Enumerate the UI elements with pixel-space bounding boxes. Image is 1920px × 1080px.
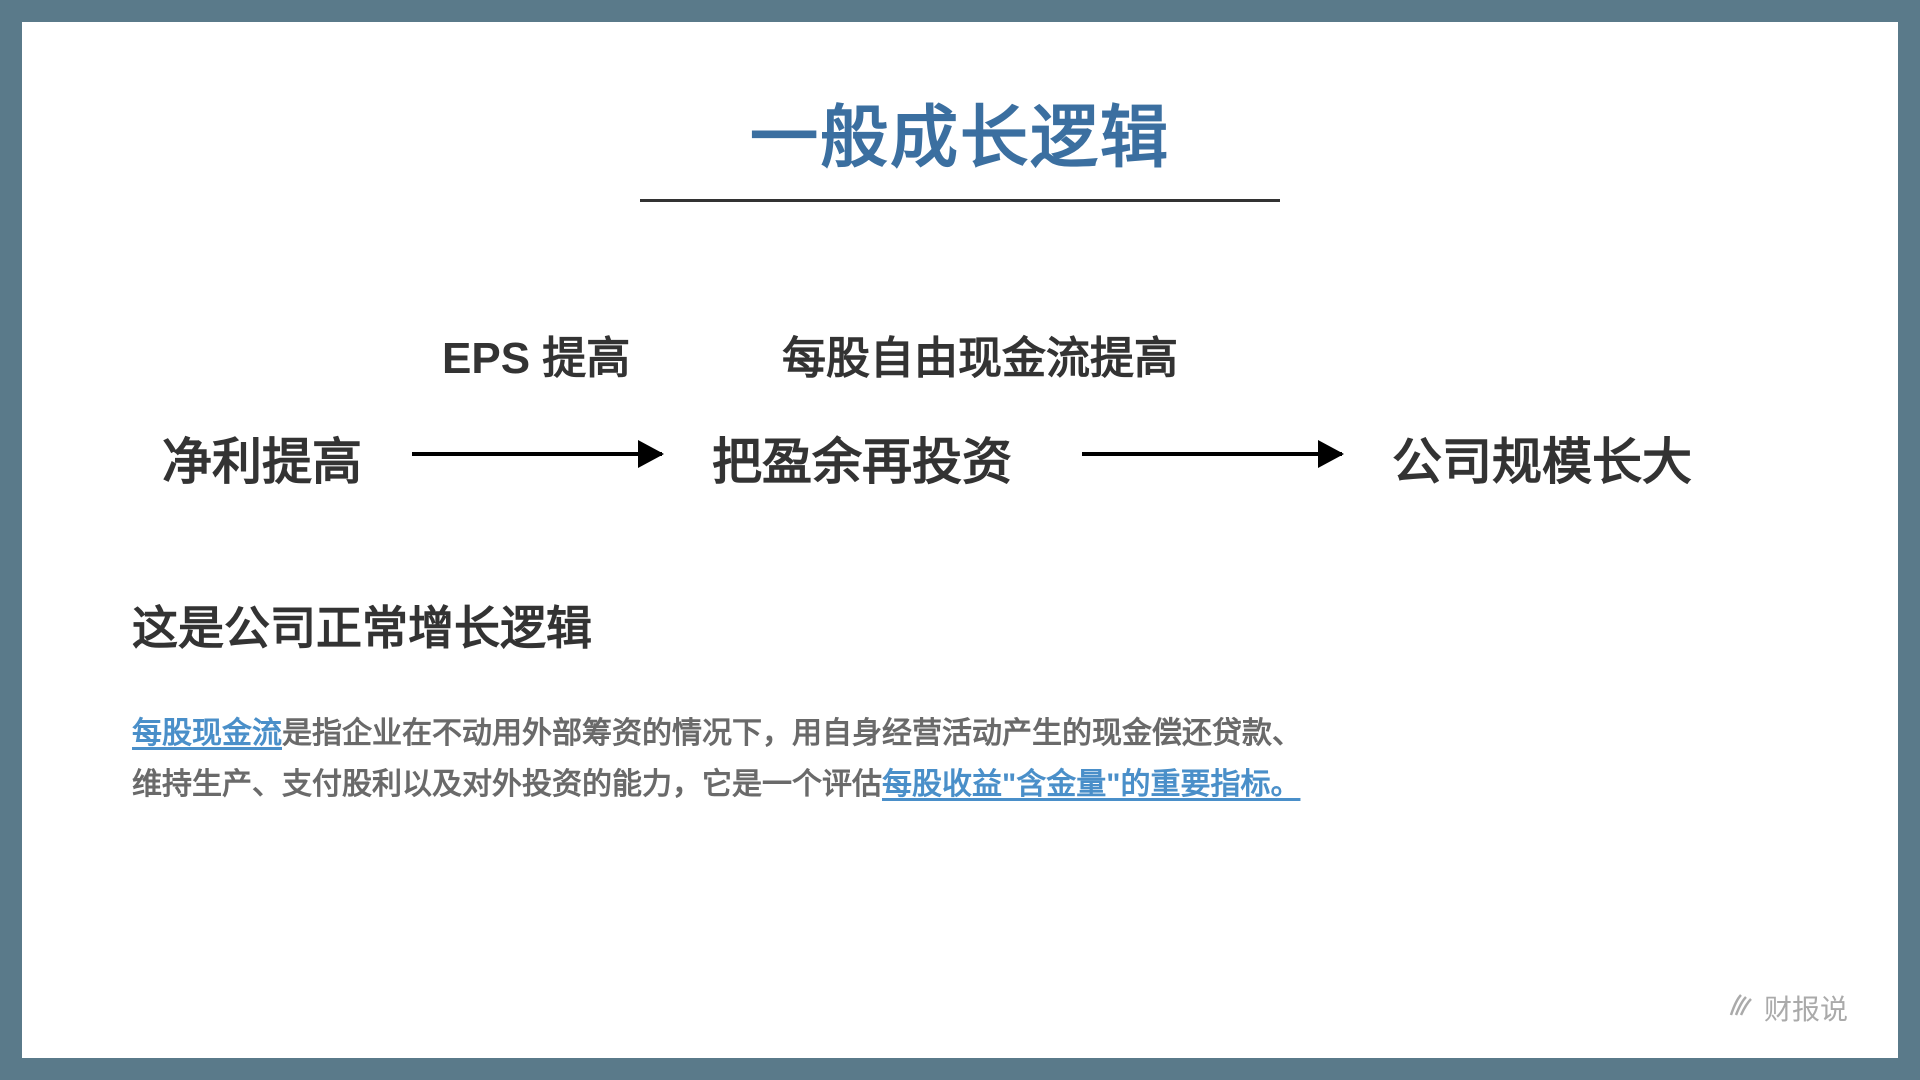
flow-label-fcf: 每股自由现金流提高	[782, 322, 1178, 386]
flow-node-profit: 净利提高	[162, 422, 362, 494]
arrow-1	[412, 452, 662, 456]
flow-node-reinvest: 把盈余再投资	[712, 422, 1012, 494]
logo-icon	[1726, 990, 1756, 1027]
flow-diagram: EPS 提高 每股自由现金流提高 净利提高 把盈余再投资 公司规模长大	[132, 322, 1788, 502]
description-text: 每股现金流是指企业在不动用外部筹资的情况下，用自身经营活动产生的现金偿还贷款、 …	[132, 708, 1788, 810]
title-underline	[640, 199, 1280, 202]
logo-text: 财报说	[1764, 988, 1848, 1028]
slide-title: 一般成长逻辑	[132, 82, 1788, 181]
flow-node-scale: 公司规模长大	[1392, 422, 1692, 494]
slide-container: 一般成长逻辑 EPS 提高 每股自由现金流提高 净利提高 把盈余再投资 公司规模…	[22, 22, 1898, 1058]
highlight-cashflow: 每股现金流	[132, 717, 282, 750]
arrow-2	[1082, 452, 1342, 456]
brand-logo: 财报说	[1726, 988, 1848, 1028]
subtitle: 这是公司正常增长逻辑	[132, 592, 1788, 658]
desc-part3: 维持生产、支付股利以及对外投资的能力，它是一个评估	[132, 768, 882, 801]
highlight-eps: 每股收益"含金量"的重要指标。	[882, 768, 1300, 801]
flow-label-eps: EPS 提高	[442, 322, 630, 386]
desc-part2: 是指企业在不动用外部筹资的情况下，用自身经营活动产生的现金偿还贷款、	[282, 717, 1302, 750]
